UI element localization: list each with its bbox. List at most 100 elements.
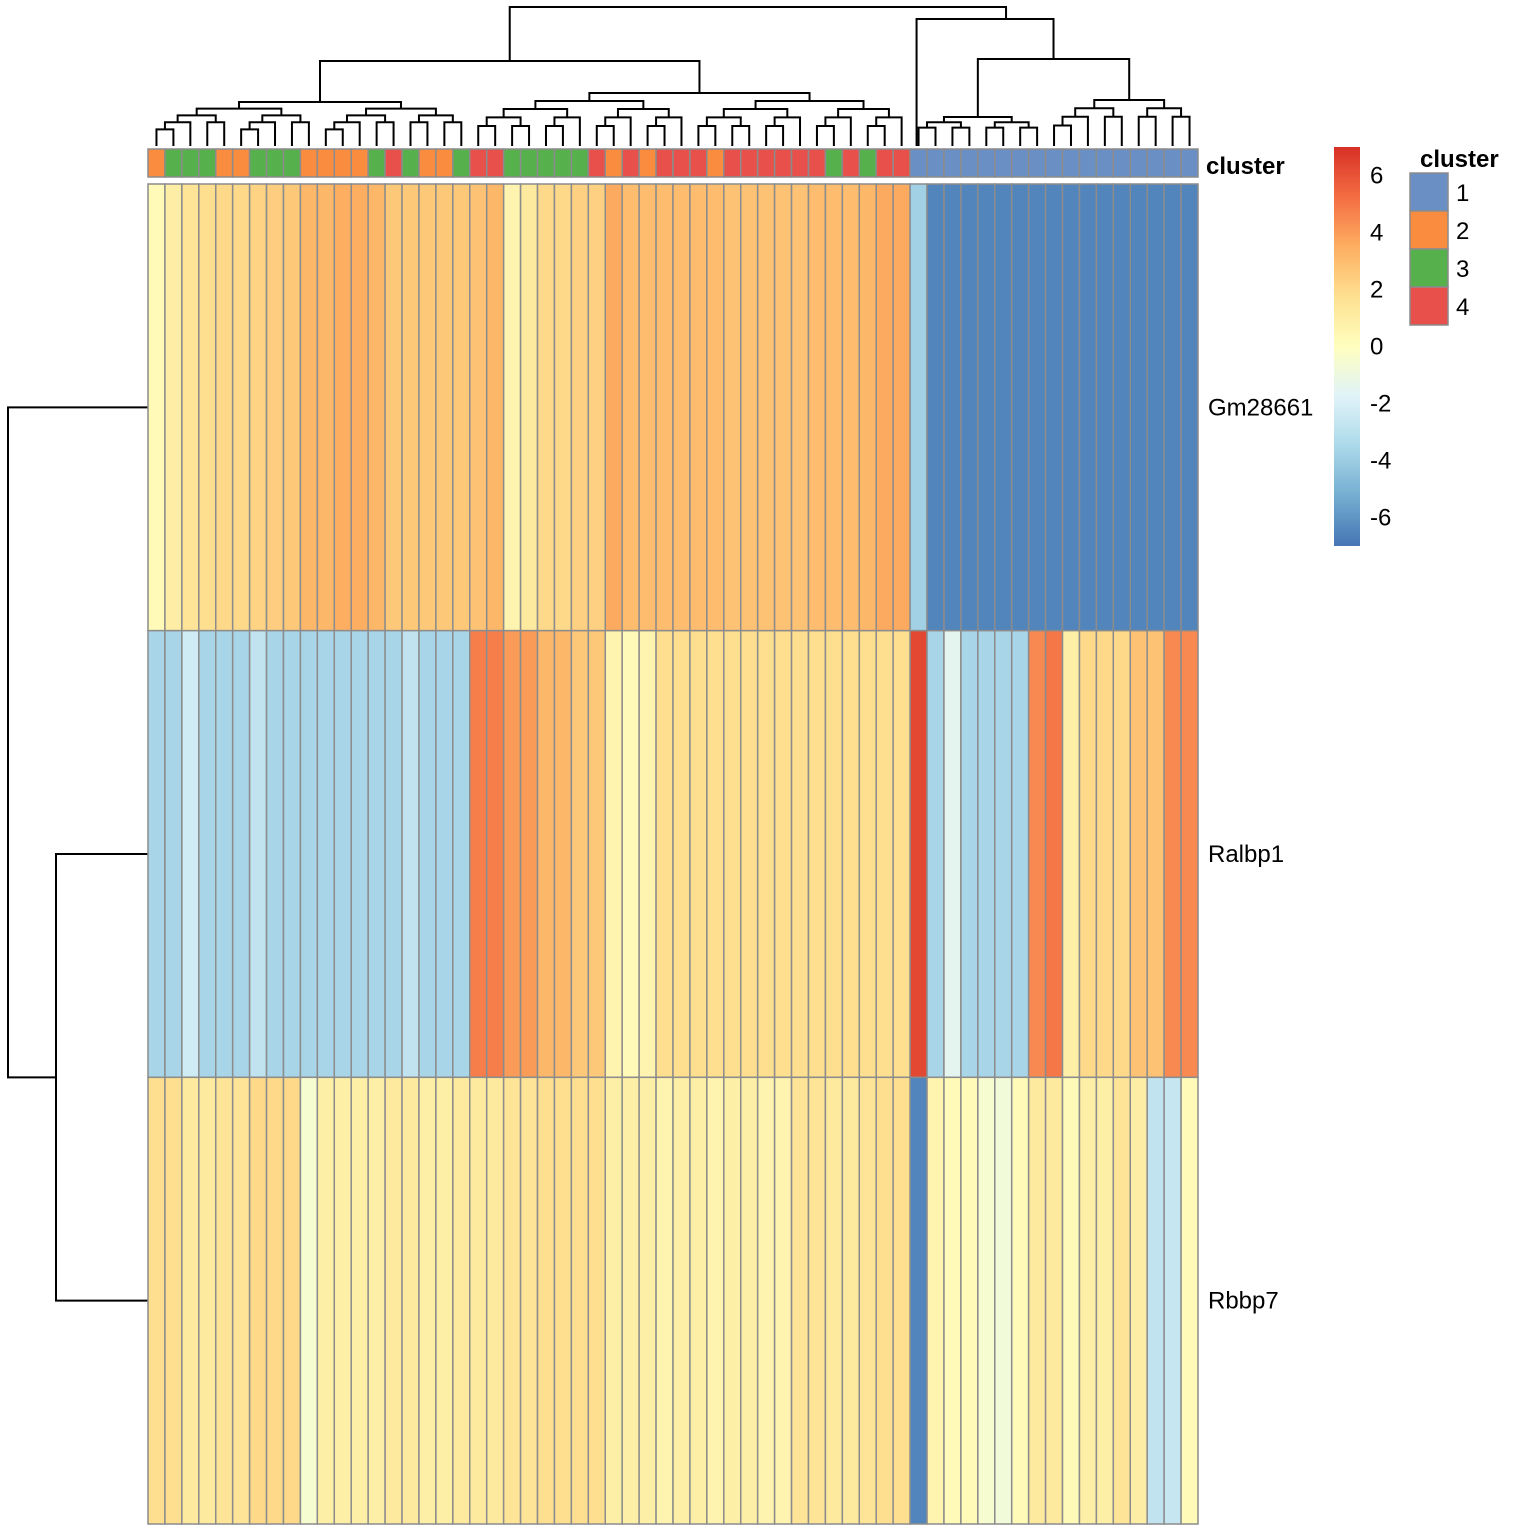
heatmap-cell: [739, 1076, 759, 1525]
heatmap-cell: [367, 183, 386, 632]
annotation-cell: [1129, 148, 1148, 178]
heatmap-cell: [553, 629, 573, 1079]
heatmap-cell: [248, 629, 268, 1079]
heatmap-cell: [875, 1076, 894, 1525]
row-labels: Gm28661 Ralbp1 Rbbp7: [1208, 394, 1313, 1314]
heatmap-cell: [1163, 629, 1182, 1079]
heatmap-cell: [638, 629, 657, 1079]
heatmap-cell: [926, 1076, 945, 1525]
heatmap-cell: [485, 1076, 505, 1525]
dendrogram-branch: [55, 853, 148, 1302]
dendrogram-branch: [875, 116, 903, 146]
heatmap-cell: [706, 183, 725, 632]
annotation-cell: [181, 148, 200, 178]
heatmap-cell: [723, 629, 742, 1079]
heatmap-cell: [587, 629, 607, 1079]
dendrogram-branch: [1053, 124, 1072, 146]
heatmap-cell: [1078, 183, 1098, 632]
heatmap-cell: [723, 1076, 742, 1525]
heatmap-cell: [1129, 629, 1148, 1079]
annotation-cell: [621, 148, 640, 178]
heatmap-cell: [773, 629, 793, 1079]
heatmap-cell: [1112, 629, 1132, 1079]
heatmap-cell: [536, 629, 556, 1079]
heatmap-cell: [909, 629, 928, 1079]
annotation-cell: [164, 148, 183, 178]
dendrogram-branch: [951, 126, 971, 146]
dendrogram-branch: [915, 18, 1055, 146]
heatmap-cell: [435, 183, 454, 632]
heatmap-cell: [1061, 1076, 1081, 1525]
heatmap-cell: [621, 1076, 640, 1525]
heatmap-cell: [909, 183, 928, 632]
heatmap-cell: [1027, 629, 1047, 1079]
heatmap-cell: [841, 629, 861, 1079]
annotation-cell: [892, 148, 911, 178]
annotation-cell: [1146, 148, 1165, 178]
annotation-cell: [1163, 148, 1182, 178]
heatmap-cell: [452, 1076, 471, 1525]
heatmap-cell: [282, 1076, 302, 1525]
cluster-legend-swatch: [1409, 210, 1449, 250]
dendrogram-branch: [1074, 107, 1115, 117]
annotation-cell: [587, 148, 607, 178]
heatmap-cell: [502, 1076, 522, 1525]
heatmap-cell: [265, 629, 285, 1079]
dendrogram-branch: [765, 124, 785, 146]
heatmap-cell: [756, 629, 776, 1079]
annotation-cell: [147, 148, 166, 178]
heatmap-cell: [875, 629, 894, 1079]
dendrogram-branch: [534, 99, 645, 110]
heatmap-cell: [926, 629, 945, 1079]
dendrogram-branch: [705, 116, 742, 126]
heatmap-cell: [756, 1076, 776, 1525]
heatmap-cell: [1146, 183, 1165, 632]
heatmap-cell: [350, 183, 369, 632]
cluster-legend-label: 4: [1456, 294, 1469, 321]
heatmap-cell: [1010, 629, 1030, 1079]
dendrogram-branch: [553, 116, 581, 146]
annotation-cell: [570, 148, 590, 178]
dendrogram-branch: [655, 116, 683, 146]
row-dendrogram: [7, 406, 148, 1302]
annotation-cell: [841, 148, 861, 178]
heatmap-cell: [333, 1076, 352, 1525]
heatmap-cell: [858, 1076, 877, 1525]
heatmap-cell: [147, 183, 166, 632]
dendrogram-branch: [163, 121, 192, 146]
heatmap-cell: [1010, 183, 1030, 632]
annotation-cell: [231, 148, 251, 178]
heatmap-cell: [1180, 183, 1199, 632]
annotation-cell: [401, 148, 420, 178]
heatmap-cell: [418, 183, 437, 632]
heatmap-cell: [689, 629, 708, 1079]
heatmap-cell: [214, 629, 234, 1079]
heatmap-cell: [994, 183, 1013, 632]
dendrogram-branch: [261, 114, 302, 123]
dendrogram-branch: [616, 108, 670, 118]
heatmap-cell: [824, 183, 844, 632]
heatmap-cell: [164, 1076, 183, 1525]
heatmap-cell: [231, 1076, 251, 1525]
heatmap-cell: [587, 1076, 607, 1525]
heatmap-cell: [604, 629, 623, 1079]
dendrogram-branch: [1061, 115, 1089, 146]
heatmap-cell: [435, 1076, 454, 1525]
dendrogram-branch: [1093, 99, 1166, 109]
annotation-cell: [858, 148, 877, 178]
color-scale-tick-label: 4: [1370, 220, 1383, 247]
heatmap-cell: [1061, 183, 1081, 632]
dendrogram-branch: [443, 121, 463, 146]
heatmap-cell: [570, 629, 590, 1079]
heatmap-cell: [299, 1076, 319, 1525]
heatmap-cell: [519, 183, 539, 632]
annotation-cell: [756, 148, 776, 178]
dendrogram-branch: [837, 108, 890, 118]
heatmap-cell: [790, 629, 810, 1079]
annotation-cell: [316, 148, 336, 178]
annotation-cell: [350, 148, 369, 178]
heatmap-cell: [977, 1076, 996, 1525]
heatmap-cell: [858, 629, 877, 1079]
heatmap-cell: [570, 183, 590, 632]
